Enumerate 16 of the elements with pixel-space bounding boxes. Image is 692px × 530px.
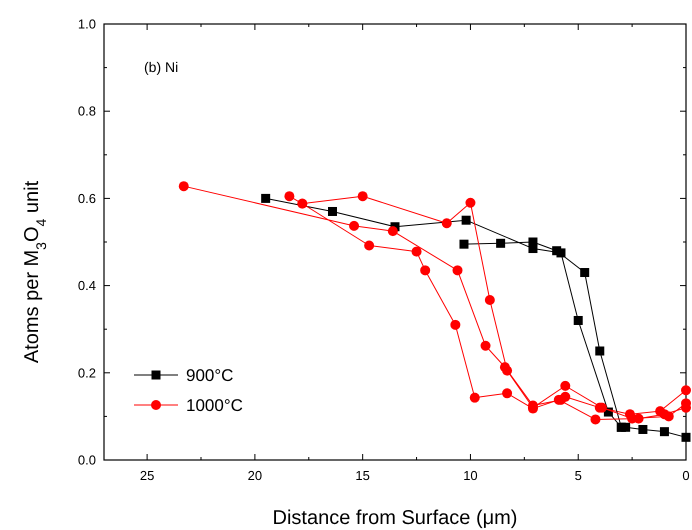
x-tick-label: 10 [463,468,478,483]
y-tick-label: 0.6 [78,190,96,206]
x-tick-label: 0 [682,468,690,483]
y-tick-label: 0.2 [78,365,96,380]
x-axis-title: Distance from Surface (μm) [272,507,518,529]
y-tick-label: 0.0 [78,452,96,468]
y-tick-label: 0.8 [78,104,96,119]
annotation: (b) Ni [144,59,178,75]
x-tick-label: 25 [140,468,154,483]
x-tick-label: 15 [355,468,370,483]
x-tick-label: 5 [574,468,582,483]
legend-label: 1000°C [186,396,243,415]
legend-label: 900°C [186,366,234,385]
y-tick-label: 0.4 [78,278,96,294]
y-tick-label: 1.0 [78,16,96,32]
x-tick-label: 20 [248,468,262,483]
